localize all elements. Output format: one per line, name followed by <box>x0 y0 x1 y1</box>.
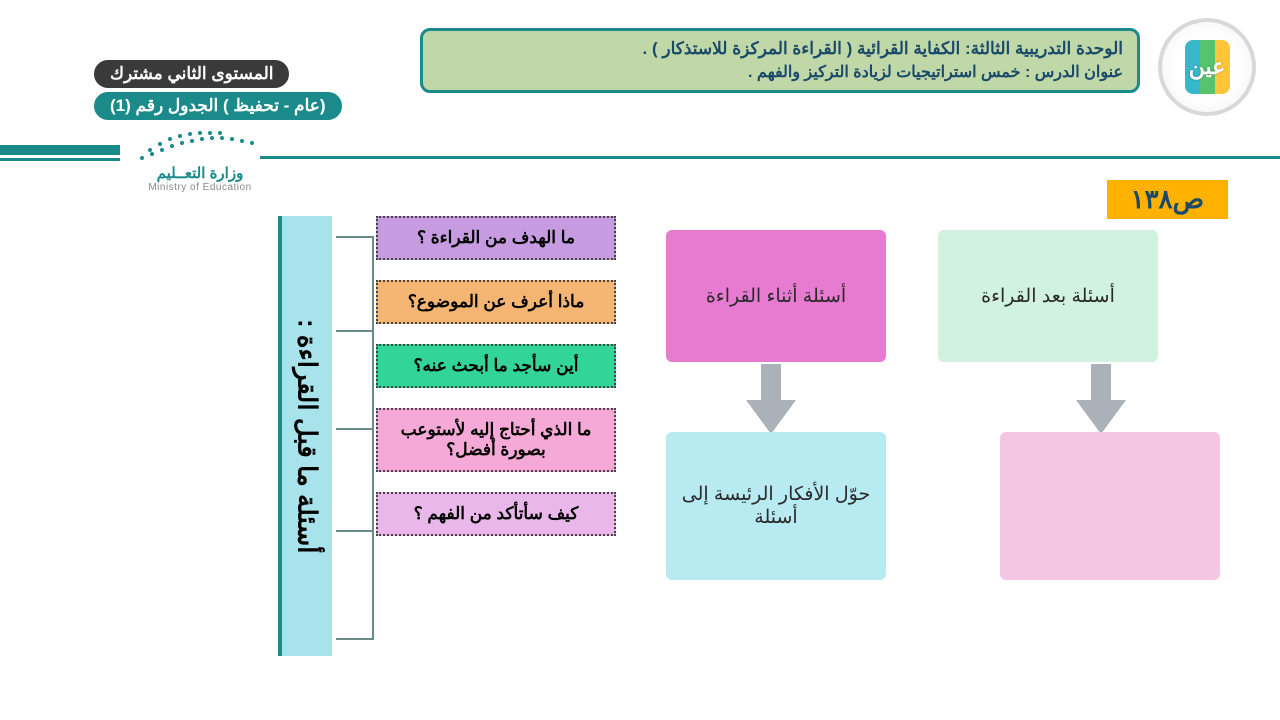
question-box: ما الهدف من القراءة ؟ <box>376 216 616 260</box>
arrow-down-icon <box>746 364 796 434</box>
unit-title: الوحدة التدريبية الثالثة: الكفاية القرائ… <box>437 39 1123 59</box>
lesson-title: عنوان الدرس : خمس استراتيجيات لزيادة الت… <box>437 62 1123 82</box>
divider-right <box>260 156 1280 159</box>
ain-logo-text: عين <box>1189 54 1226 80</box>
level-chip-2: (عام - تحفيظ ) الجدول رقم (1) <box>92 90 344 122</box>
question-box: أين سأجد ما أبحث عنه؟ <box>376 344 616 388</box>
during-reading-result-card: حوّل الأفكار الرئيسة إلى أسئلة <box>666 432 886 580</box>
vertical-title-box: أسئلة ما قبل القراءة : <box>278 216 332 656</box>
ain-logo: عين <box>1162 22 1252 112</box>
bracket-connector <box>336 236 374 640</box>
ministry-name-en: Ministry of Education <box>120 182 280 193</box>
level-chip-1: المستوى الثاني مشترك <box>92 58 291 90</box>
question-box: كيف سأتأكد من الفهم ؟ <box>376 492 616 536</box>
after-reading-result-card <box>1000 432 1220 580</box>
question-box: ماذا أعرف عن الموضوع؟ <box>376 280 616 324</box>
ministry-name-ar: وزارة التعــليم <box>120 164 280 182</box>
question-box: ما الذي أحتاج إليه لأستوعب بصورة أفضل؟ <box>376 408 616 472</box>
pre-reading-questions-column: ما الهدف من القراءة ؟ ماذا أعرف عن الموض… <box>376 216 616 536</box>
divider-left <box>0 145 120 165</box>
bracket-tick <box>336 428 374 430</box>
vertical-title-text: أسئلة ما قبل القراءة : <box>292 319 323 553</box>
arrow-down-icon <box>1076 364 1126 434</box>
ministry-logo: وزارة التعــليم Ministry of Education <box>120 128 280 193</box>
page-number-badge: ص١٣٨ <box>1107 180 1228 219</box>
lesson-banner: الوحدة التدريبية الثالثة: الكفاية القرائ… <box>420 28 1140 93</box>
after-reading-card: أسئلة بعد القراءة <box>938 230 1158 362</box>
ministry-dots-icon <box>120 128 280 164</box>
bracket-tick <box>336 530 374 532</box>
during-reading-card: أسئلة أثناء القراءة <box>666 230 886 362</box>
bracket-tick <box>336 330 374 332</box>
